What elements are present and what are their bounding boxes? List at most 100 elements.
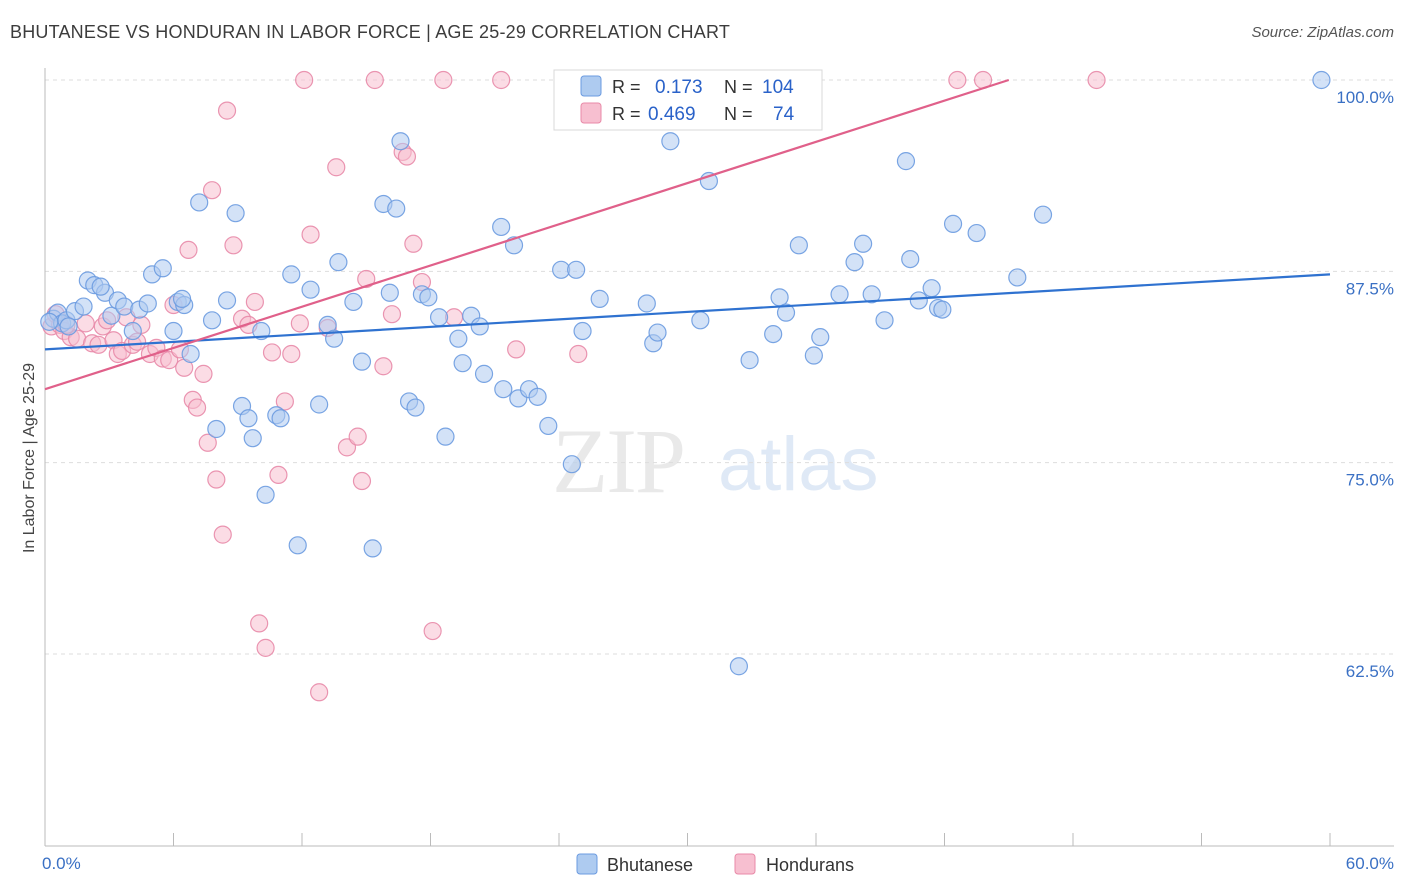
bhutanese-point: [1033, 205, 1053, 224]
bhutanese-point: [363, 539, 382, 558]
bhutanese-point: [239, 409, 258, 428]
bhutanese-point: [391, 132, 410, 151]
bhutanese-point: [59, 317, 78, 336]
bhutanese-point: [648, 323, 667, 342]
stats-r-value-1: 0.173: [655, 77, 703, 98]
bhutanese-point: [102, 306, 121, 325]
y-tick-labels: 62.5% 75.0% 87.5% 100.0%: [1336, 88, 1394, 681]
bhutanese-point: [380, 283, 399, 302]
bhutanese-point: [494, 380, 513, 399]
bhutanese-point: [74, 297, 93, 316]
bhutanese-point: [573, 321, 592, 341]
y-tick-label: 62.5%: [1346, 662, 1394, 681]
bhutanese-point: [406, 398, 425, 417]
stats-n-value-2: 74: [773, 104, 795, 125]
hondurans-point: [397, 147, 417, 166]
bhutanese-point: [896, 152, 916, 171]
hondurans-trend-line: [44, 78, 1010, 391]
bhutanese-point: [922, 279, 941, 298]
hondurans-point: [198, 433, 217, 452]
stats-r-label-1: R =: [612, 77, 641, 97]
bhutanese-point: [429, 308, 449, 327]
bhutanese-point: [862, 285, 881, 304]
hondurans-point: [207, 470, 226, 489]
bhutanese-point: [419, 288, 438, 307]
bhutanese-point: [153, 259, 172, 278]
bhutanese-point: [740, 351, 759, 370]
bhutanese-point: [967, 223, 986, 243]
stats-swatch-blue: [580, 75, 602, 97]
stats-n-label-2: N =: [724, 104, 753, 124]
bhutanese-point: [436, 427, 455, 446]
bhutanese-point: [282, 265, 301, 284]
hondurans-point: [224, 236, 243, 255]
hondurans-point: [256, 638, 275, 657]
bhutanese-point: [217, 291, 237, 310]
legend: Bhutanese Hondurans: [576, 853, 854, 875]
hondurans-point: [202, 181, 222, 200]
y-axis-label: In Labor Force | Age 25-29: [21, 363, 38, 553]
bhutanese-point: [729, 657, 749, 676]
legend-swatch-bhutanese: [576, 853, 598, 875]
bhutanese-point: [811, 328, 830, 347]
hondurans-point: [404, 234, 423, 253]
bhutanese-point: [1008, 268, 1027, 287]
bhutanese-point: [474, 364, 494, 383]
legend-swatch-hondurans: [734, 853, 756, 875]
hondurans-point: [179, 240, 198, 260]
bhutanese-point: [449, 329, 468, 348]
hondurans-points: [42, 70, 1106, 702]
stats-n-label-1: N =: [724, 77, 753, 97]
bhutanese-point: [181, 344, 200, 364]
bhutanese-point: [271, 409, 290, 428]
hondurans-point: [434, 70, 453, 90]
bhutanese-point: [288, 536, 307, 555]
bhutanese-point: [567, 260, 586, 279]
bhutanese-point: [590, 289, 609, 308]
hondurans-point: [194, 364, 213, 383]
bhutanese-point: [854, 234, 873, 253]
bhutanese-point: [207, 419, 226, 439]
bhutanese-point: [562, 455, 581, 474]
stats-box: R = 0.173 N = 104 R = 0.469 N = 74: [553, 69, 823, 131]
hondurans-point: [1087, 70, 1106, 90]
bhutanese-point: [164, 321, 183, 341]
bhutanese-point: [310, 395, 329, 414]
bhutanese-points: [40, 70, 1331, 676]
hondurans-point: [275, 392, 294, 411]
gridlines: [45, 79, 1394, 655]
hondurans-point: [301, 225, 320, 244]
bhutanese-point: [115, 297, 134, 316]
hondurans-point: [948, 70, 967, 90]
bhutanese-point: [764, 324, 783, 344]
hondurans-point: [217, 101, 237, 120]
hondurans-point: [374, 357, 393, 376]
bhutanese-point: [344, 292, 363, 312]
y-tick-label: 87.5%: [1346, 279, 1394, 298]
zipatlas-watermark: ZIP atlas: [552, 410, 879, 512]
bhutanese-point: [256, 485, 275, 504]
bhutanese-point: [138, 294, 157, 313]
bhutanese-point: [770, 288, 789, 307]
bhutanese-point: [226, 204, 245, 223]
bhutanese-point: [252, 321, 271, 341]
y-tick-label: 75.0%: [1346, 471, 1394, 490]
hondurans-point: [327, 158, 346, 177]
bhutanese-point: [352, 352, 372, 371]
hondurans-point: [295, 70, 314, 90]
hondurans-point: [269, 465, 288, 485]
bhutanese-point: [691, 311, 710, 330]
legend-label-bhutanese: Bhutanese: [607, 855, 693, 875]
x-tick-label-max: 60.0%: [1346, 854, 1394, 873]
chart-title: BHUTANESE VS HONDURAN IN LABOR FORCE | A…: [10, 22, 731, 42]
hondurans-point: [382, 305, 402, 324]
hondurans-point: [160, 351, 179, 370]
x-tick-label-min: 0.0%: [42, 854, 81, 873]
bhutanese-point: [875, 311, 894, 330]
hondurans-point: [282, 344, 301, 364]
bhutanese-point: [909, 291, 928, 310]
bhutanese-point: [172, 289, 192, 308]
bhutanese-point: [528, 387, 547, 406]
bhutanese-point: [901, 249, 920, 269]
